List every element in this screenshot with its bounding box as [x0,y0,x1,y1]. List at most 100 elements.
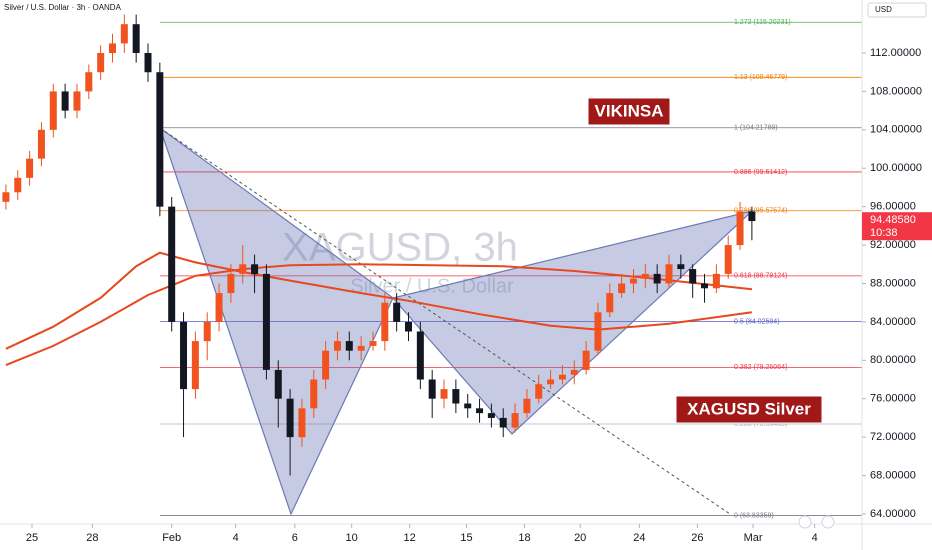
y-tick-label: 76.00000 [870,393,916,405]
candle-body [120,24,128,44]
candle-body [37,129,45,159]
fib-label: 0.618 (88.79124) [734,273,787,280]
candle-body [345,341,353,351]
y-tick-label: 88.00000 [870,277,916,289]
candle-body [393,302,401,322]
candle-body [85,72,93,92]
event-icon [821,515,835,529]
trend-line [159,127,731,515]
candle-body [535,384,543,399]
candle-body [298,408,306,438]
x-tick-label: 12 [404,532,416,544]
candle-body [570,369,578,375]
candle-body [547,379,555,385]
candle-body [629,278,637,284]
candle-body [428,379,436,399]
candle-body [333,341,341,351]
annotation: XAGUSD Silver [687,399,811,418]
candle-body [558,374,566,380]
chart-title: Silver / U.S. Dollar · 3h · OANDA [4,3,122,12]
candle-body [487,413,495,418]
y-tick-label: 92.00000 [870,239,916,251]
countdown: 10:38 [870,227,898,239]
x-tick-label: 10 [346,532,358,544]
candles [2,14,756,476]
fib-label: 0.236 (73.36469) [734,421,787,428]
y-tick-label: 96.00000 [870,201,916,213]
x-tick-label: 26 [691,532,703,544]
candle-body [677,264,685,270]
candle-body [322,350,330,380]
candle-body [452,389,460,404]
x-tick-label: Feb [162,532,181,544]
candle-body [357,345,365,351]
watermark-subtitle: Silver / U.S. Dollar [350,275,514,297]
y-tick-label: 84.00000 [870,316,916,328]
candle-body [49,91,57,130]
candle-body [665,264,673,284]
candle-body [476,408,484,414]
candle-body [73,91,81,111]
x-tick-label: 4 [812,532,818,544]
candle-body [262,273,270,370]
candle-body [274,369,282,399]
candle-body [511,413,519,428]
moving-average [5,251,753,350]
candle-body [251,264,259,274]
fib-label: 0.786 (95.57574) [734,208,787,215]
axes: 64.00000 68.00000 72.00000 76.00000 80.00000… [26,47,932,544]
fib-label: 0.5 (84.02594) [734,318,780,325]
y-tick-label: 100.00000 [870,162,922,174]
candle-body [97,53,105,73]
pattern-bcd [391,209,755,435]
x-tick-label: Mar [744,532,763,544]
candle-body [381,302,389,342]
candle-body [582,350,590,370]
fib-label: 1.13 (109.46779) [734,74,787,81]
annotation: VIKINSA [595,101,664,120]
candle-body [180,321,188,390]
candle-body [203,321,211,342]
annotation-box [587,97,671,126]
candle-body [132,24,140,54]
fib-label: 1.272 (115.20231) [734,19,791,26]
last-price-box [862,212,932,241]
y-tick-label: 104.00000 [870,124,922,136]
y-tick-label: 72.00000 [870,431,916,443]
y-tick-label: 64.00000 [870,508,916,520]
candle-body [168,206,176,322]
candle-body [499,417,507,428]
candle-body [156,72,164,207]
fib-label: 0.886 (99.61412) [734,169,787,176]
candle-body [523,398,531,414]
currency: USD [875,5,892,14]
candle-body [594,312,602,351]
x-tick-label: 6 [292,532,298,544]
currency-box [867,2,927,18]
candle-body [227,273,235,294]
event-icon [798,515,812,529]
x-tick-label: 15 [460,532,472,544]
watermark-title: XAGUSD, 3h [282,226,518,270]
candle-body [14,177,22,193]
candle-body [641,273,649,279]
candle-body [215,293,223,322]
y-tick-label: 112.00000 [870,47,921,59]
x-tick-label: 24 [633,532,645,544]
candle-body [61,91,69,111]
candle-body [701,283,709,289]
candle-body [653,273,661,284]
candle-body [440,389,448,399]
candle-body [369,341,377,346]
fib-levels: 1.272 (115.20231) 1.13 (109.46779) 1 (104.… [160,19,862,519]
y-tick-label: 80.00000 [870,354,916,366]
candle-body [26,158,34,178]
candle-body [618,283,626,294]
y-tick-label: 108.00000 [870,85,922,97]
candle-body [239,264,247,274]
x-tick-label: 20 [574,532,586,544]
candle-body [416,331,424,380]
candle-body [144,53,152,73]
x-tick-label: 28 [86,532,98,544]
